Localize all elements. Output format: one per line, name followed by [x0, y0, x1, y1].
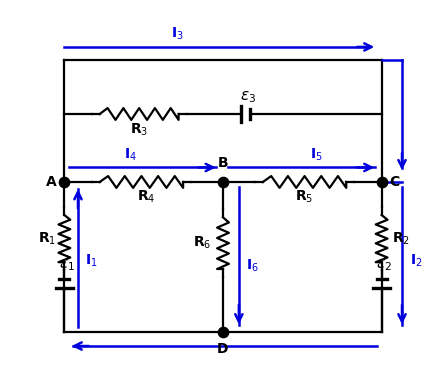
- Text: R$_6$: R$_6$: [194, 235, 212, 251]
- Text: C: C: [389, 175, 400, 189]
- Text: I$_1$: I$_1$: [85, 253, 98, 269]
- Text: $\varepsilon_3$: $\varepsilon_3$: [240, 89, 256, 104]
- Text: $\varepsilon_2$: $\varepsilon_2$: [376, 257, 392, 273]
- Text: A: A: [46, 175, 57, 189]
- Text: R$_5$: R$_5$: [295, 189, 314, 205]
- Text: $\varepsilon_1$: $\varepsilon_1$: [59, 257, 74, 273]
- Point: [378, 179, 385, 185]
- Text: R$_4$: R$_4$: [137, 189, 155, 205]
- Point: [61, 179, 68, 185]
- Text: I$_4$: I$_4$: [124, 147, 136, 163]
- Text: I$_5$: I$_5$: [310, 147, 322, 163]
- Text: R$_3$: R$_3$: [130, 122, 148, 138]
- Text: D: D: [217, 342, 229, 356]
- Text: R$_1$: R$_1$: [38, 231, 56, 247]
- Text: B: B: [218, 156, 228, 170]
- Text: R$_2$: R$_2$: [392, 231, 410, 247]
- Text: I$_3$: I$_3$: [171, 25, 184, 41]
- Point: [219, 329, 227, 335]
- Point: [219, 179, 227, 185]
- Text: I$_2$: I$_2$: [410, 253, 423, 269]
- Text: I$_6$: I$_6$: [246, 258, 259, 274]
